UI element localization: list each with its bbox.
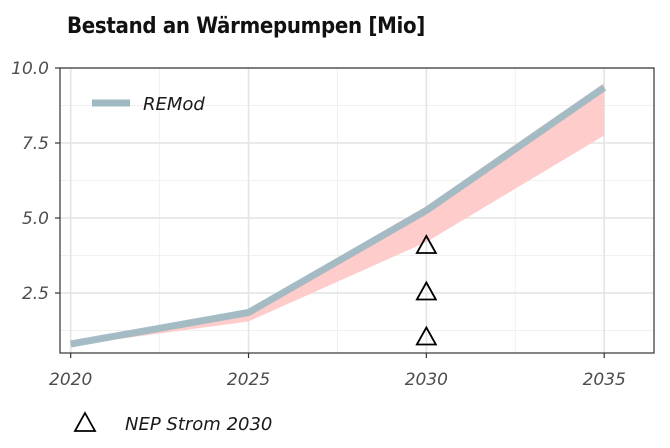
x-tick-label: 2030 xyxy=(405,370,448,390)
minor-gridlines xyxy=(60,68,654,353)
marker-layer xyxy=(415,234,438,346)
legend-bottom: NEP Strom 2030 xyxy=(73,411,272,435)
chart-title: Bestand an Wärmepumpen [Mio] xyxy=(67,14,426,39)
plot-background xyxy=(60,68,654,353)
legend-label-nep: NEP Strom 2030 xyxy=(125,414,272,435)
x-tick-label: 2020 xyxy=(49,370,92,390)
legend-triangle-icon xyxy=(73,411,97,432)
series-line-layer xyxy=(70,84,607,348)
y-tick-label: 7.5 xyxy=(22,134,49,154)
legend-label-remod: REMod xyxy=(143,94,205,115)
plot-border xyxy=(59,67,655,354)
y-tick-label: 10.0 xyxy=(11,59,49,79)
x-tick-label: 2035 xyxy=(583,370,626,390)
nep-marker-triangle xyxy=(415,325,438,346)
axis-ticks xyxy=(55,67,605,358)
nep-marker-triangle xyxy=(415,234,438,254)
y-tick-label: 2.5 xyxy=(22,284,49,304)
legend-inside: REMod xyxy=(92,94,205,115)
axis-tick-labels: 2.5 5.0 7.5 10.0 2020 2025 2030 2035 xyxy=(11,59,626,390)
x-tick-label: 2025 xyxy=(227,370,270,390)
nep-marker-triangle xyxy=(415,280,438,301)
y-tick-label: 5.0 xyxy=(22,209,49,229)
series-line-remod xyxy=(70,84,607,348)
